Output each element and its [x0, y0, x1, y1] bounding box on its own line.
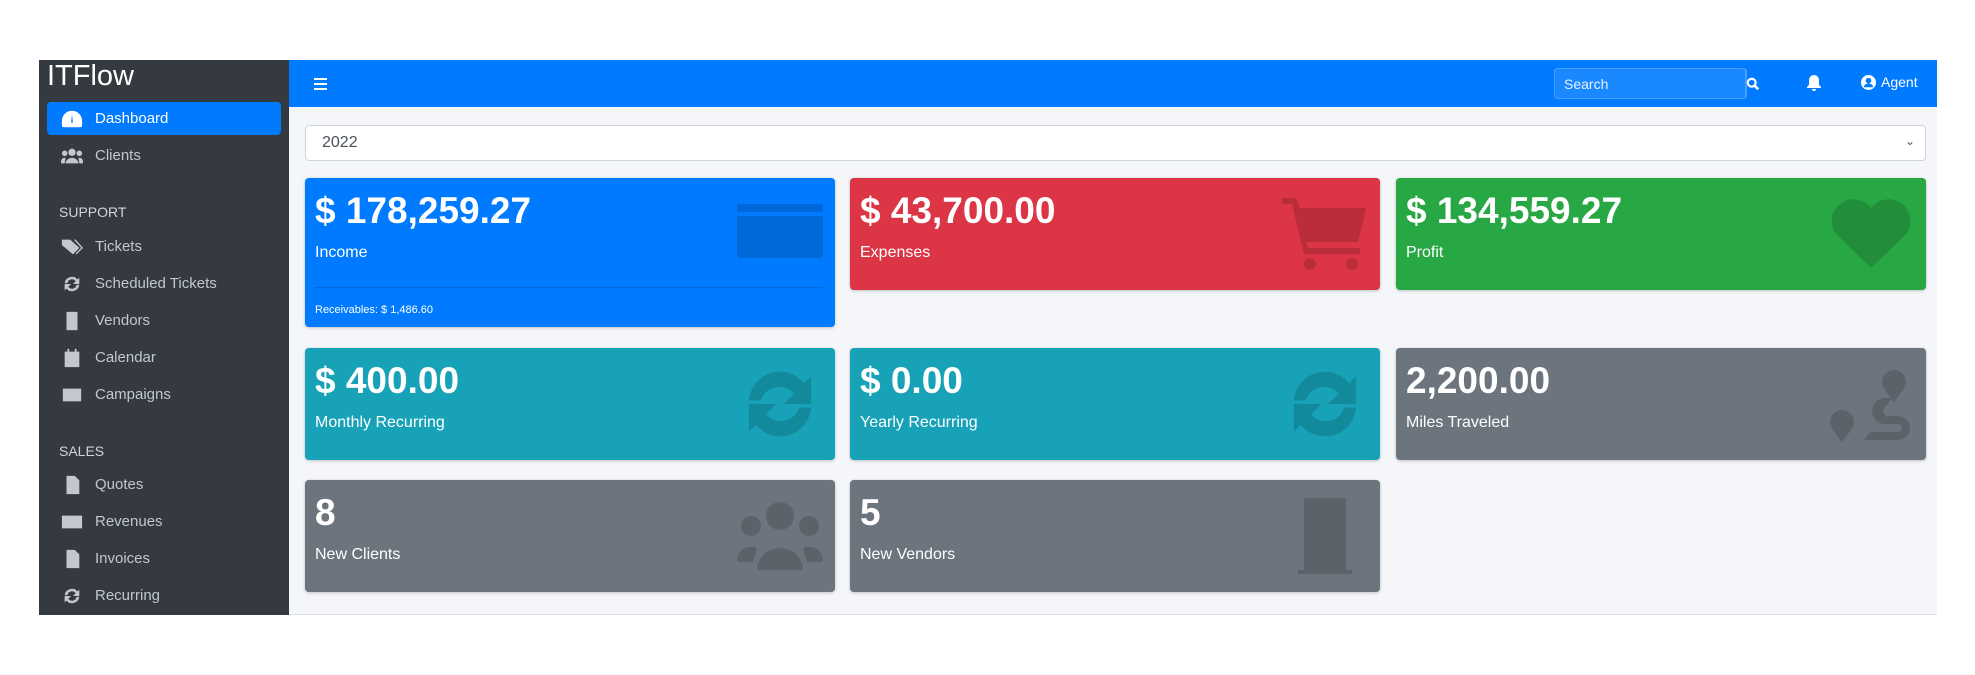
file-invoice-icon: [66, 549, 80, 568]
income-label: Income: [315, 244, 368, 261]
sidebar: ITFlow Dashboard Clients SUPPORT Tickets…: [39, 60, 289, 615]
sidebar-item-label: Calendar: [95, 349, 156, 366]
sync-icon: [748, 371, 812, 437]
user-circle-icon: [1861, 74, 1876, 90]
sync-icon: [64, 276, 80, 291]
user-name: Agent: [1881, 74, 1918, 90]
sidebar-item-scheduled-tickets[interactable]: Scheduled Tickets: [47, 267, 281, 300]
new-vendors-label: New Vendors: [860, 546, 956, 563]
sidebar-item-label: Clients: [95, 147, 141, 164]
sidebar-item-label: Revenues: [95, 513, 163, 530]
miles-traveled-label: Miles Traveled: [1406, 414, 1510, 431]
divider: [315, 287, 825, 288]
sidebar-item-label: Vendors: [95, 312, 151, 329]
sidebar-item-calendar[interactable]: Calendar: [47, 341, 281, 374]
chevron-down-icon: ⌄: [1904, 134, 1915, 148]
yearly-recurring-label: Yearly Recurring: [860, 414, 978, 431]
search-button[interactable]: [1745, 69, 1760, 98]
section-header-sales: SALES: [59, 443, 105, 459]
yearly-recurring-value: $ 0.00: [860, 360, 963, 401]
sidebar-item-recurring[interactable]: Recurring: [47, 579, 281, 612]
sidebar-item-dashboard[interactable]: Dashboard: [47, 102, 281, 135]
income-value: $ 178,259.27: [315, 190, 532, 231]
year-value: 2022: [322, 134, 358, 151]
shopping-cart-icon: [1282, 198, 1366, 270]
sync-icon: [1293, 371, 1357, 437]
sidebar-item-revenues[interactable]: Revenues: [47, 505, 281, 538]
income-card[interactable]: $ 178,259.27 Income Receivables: $ 1,486…: [305, 178, 835, 327]
credit-card-icon: [61, 515, 83, 528]
user-menu[interactable]: Agent: [1861, 74, 1918, 90]
sidebar-item-vendors[interactable]: Vendors: [47, 304, 281, 337]
sidebar-item-quotes[interactable]: Quotes: [47, 468, 281, 501]
tachometer-icon: [61, 110, 83, 127]
sidebar-item-label: Quotes: [95, 476, 144, 493]
search-box: [1554, 68, 1760, 99]
sidebar-item-label: Invoices: [95, 550, 151, 567]
heart-icon: [1831, 199, 1911, 268]
new-vendors-value: 5: [860, 492, 881, 533]
calendar-icon: [64, 348, 80, 367]
profit-card[interactable]: $ 134,559.27 Profit: [1396, 178, 1926, 290]
section-header-support: SUPPORT: [59, 204, 127, 220]
sync-icon: [64, 588, 80, 603]
sidebar-item-campaigns[interactable]: Campaigns: [47, 378, 281, 411]
sidebar-item-label: Recurring: [95, 587, 161, 604]
monthly-recurring-card[interactable]: $ 400.00 Monthly Recurring: [305, 348, 835, 460]
users-icon: [61, 148, 83, 163]
sidebar-item-invoices[interactable]: Invoices: [47, 542, 281, 575]
profit-value: $ 134,559.27: [1406, 190, 1623, 231]
expenses-label: Expenses: [860, 244, 931, 261]
monthly-recurring-label: Monthly Recurring: [315, 414, 445, 431]
expenses-value: $ 43,700.00: [860, 190, 1056, 231]
search-icon: [1746, 77, 1760, 90]
sidebar-item-clients[interactable]: Clients: [47, 139, 281, 172]
new-clients-value: 8: [315, 492, 336, 533]
monthly-recurring-value: $ 400.00: [315, 360, 460, 401]
receivables-text: Receivables: $ 1,486.60: [315, 304, 434, 316]
sidebar-item-label: Campaigns: [95, 386, 171, 403]
new-clients-card[interactable]: 8 New Clients: [305, 480, 835, 592]
top-navbar: Agent: [289, 60, 1937, 107]
bell-icon[interactable]: [1807, 75, 1821, 91]
building-icon: [1298, 498, 1352, 574]
miles-traveled-value: 2,200.00: [1406, 360, 1551, 401]
hamburger-menu-icon[interactable]: [311, 74, 331, 94]
brand-logo[interactable]: ITFlow: [47, 60, 134, 92]
search-input[interactable]: [1555, 69, 1745, 98]
users-icon: [737, 502, 823, 570]
sidebar-item-label: Dashboard: [95, 110, 169, 127]
envelope-icon: [62, 388, 82, 401]
main-content: 2022 ⌄ $ 178,259.27 Income Receivables: $…: [289, 107, 1937, 615]
credit-card-icon: [737, 204, 823, 258]
sidebar-item-label: Tickets: [95, 238, 142, 255]
yearly-recurring-card[interactable]: $ 0.00 Yearly Recurring: [850, 348, 1380, 460]
profit-label: Profit: [1406, 244, 1444, 261]
tags-icon: [61, 239, 83, 254]
file-icon: [66, 475, 80, 494]
new-vendors-card[interactable]: 5 New Vendors: [850, 480, 1380, 592]
route-icon: [1830, 370, 1910, 442]
new-clients-label: New Clients: [315, 546, 401, 563]
sidebar-item-label: Scheduled Tickets: [95, 275, 217, 292]
expenses-card[interactable]: $ 43,700.00 Expenses: [850, 178, 1380, 290]
sidebar-item-tickets[interactable]: Tickets: [47, 230, 281, 263]
building-icon: [66, 311, 78, 330]
year-select[interactable]: 2022 ⌄: [305, 125, 1926, 161]
miles-traveled-card[interactable]: 2,200.00 Miles Traveled: [1396, 348, 1926, 460]
